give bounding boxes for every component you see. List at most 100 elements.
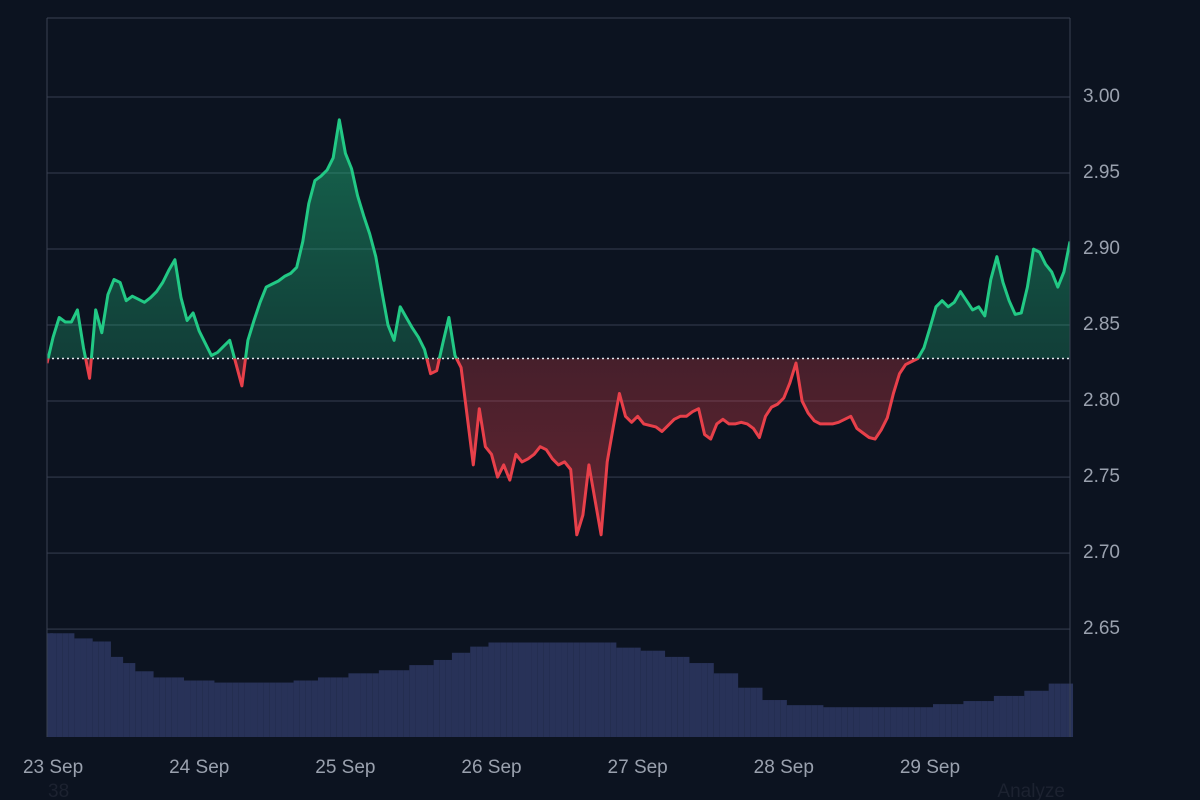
volume-bar — [117, 656, 124, 737]
volume-bar — [859, 707, 867, 737]
volume-bar — [884, 707, 891, 737]
volume-bar — [926, 707, 933, 737]
volume-bar — [768, 700, 775, 737]
volume-bar — [330, 677, 337, 737]
volume-bar — [1018, 695, 1025, 737]
volume-bar — [165, 677, 172, 737]
volume-bar — [683, 656, 690, 737]
volume-bar — [1006, 695, 1013, 737]
volume-bar — [470, 646, 477, 737]
volume-bar — [817, 705, 824, 737]
volume-bar — [488, 642, 495, 737]
volume-bar — [689, 663, 696, 737]
area-up — [48, 119, 1070, 359]
volume-bar — [616, 647, 623, 737]
volume-bar — [336, 677, 343, 737]
y-tick-label: 2.75 — [1083, 466, 1120, 487]
volume-bar — [257, 682, 264, 737]
volume-bar — [598, 642, 605, 737]
volume-bar — [835, 707, 842, 737]
volume-bar — [232, 682, 239, 737]
volume-bar — [1030, 690, 1037, 737]
volume-bar — [1024, 690, 1031, 737]
volume-bar — [238, 682, 245, 737]
volume-bar — [963, 701, 970, 737]
volume-bar — [92, 641, 99, 737]
volume-bar — [756, 687, 763, 737]
y-tick-label: 2.70 — [1083, 542, 1120, 563]
volume-bar — [744, 687, 751, 737]
volume-bar — [1054, 683, 1061, 737]
price-line-down — [47, 358, 920, 537]
volume-bar — [518, 642, 526, 737]
volume-bar — [999, 695, 1007, 737]
volume-bar — [202, 680, 209, 737]
volume-bar — [713, 673, 720, 737]
volume-bar — [311, 680, 318, 737]
footer-right[interactable]: Analyze — [997, 781, 1065, 800]
volume-bar — [62, 633, 69, 737]
volume-bar — [415, 665, 422, 737]
volume-bar — [403, 670, 410, 737]
volume-bar — [384, 670, 392, 737]
volume-bars — [47, 633, 1074, 737]
volume-bar — [129, 663, 136, 737]
volume-bar — [80, 638, 87, 737]
grid — [47, 96, 1070, 630]
volume-bar — [378, 670, 385, 737]
volume-bar — [591, 642, 599, 737]
volume-bar — [1012, 695, 1019, 737]
volume-bar — [792, 705, 800, 737]
footer-left: 38 — [48, 781, 69, 800]
volume-bar — [506, 642, 513, 737]
volume-bar — [281, 682, 288, 737]
volume-bar — [110, 656, 118, 737]
volume-bar — [896, 707, 903, 737]
volume-bar — [317, 677, 325, 737]
volume-bar — [750, 687, 757, 737]
volume-bar — [159, 677, 166, 737]
volume-bar — [525, 642, 532, 737]
volume-bar — [348, 673, 355, 737]
x-tick-label: 28 Sep — [754, 757, 814, 778]
volume-bar — [458, 652, 465, 737]
volume-bar — [993, 695, 1000, 737]
volume-bar — [1042, 690, 1049, 737]
volume-bar — [269, 682, 276, 737]
volume-bar — [354, 673, 361, 737]
volume-bar — [305, 680, 312, 737]
x-tick-label: 23 Sep — [23, 757, 83, 778]
volume-bar — [147, 671, 154, 737]
y-tick-label: 3.00 — [1083, 86, 1120, 107]
volume-bar — [1036, 690, 1043, 737]
volume-bar — [561, 642, 568, 737]
volume-bar — [397, 670, 404, 737]
volume-bar — [190, 680, 197, 737]
x-tick-label: 29 Sep — [900, 757, 960, 778]
y-tick-label: 2.65 — [1083, 618, 1120, 639]
volume-bar — [68, 633, 75, 737]
volume-bar — [914, 707, 921, 737]
volume-bar — [695, 663, 702, 737]
volume-bar — [1048, 683, 1055, 737]
volume-bar — [805, 705, 812, 737]
volume-bar — [360, 673, 367, 737]
y-tick-label: 2.90 — [1083, 238, 1120, 259]
volume-bar — [762, 700, 769, 737]
volume-bar — [123, 663, 130, 737]
volume-bar — [1060, 683, 1067, 737]
volume-bar — [890, 707, 897, 737]
volume-bar — [622, 647, 629, 737]
volume-bar — [841, 707, 848, 737]
volume-bar — [208, 680, 215, 737]
volume-bar — [823, 707, 830, 737]
volume-bar — [445, 659, 452, 737]
volume-bar — [939, 704, 946, 737]
volume-bar — [671, 656, 678, 737]
volume-bar — [658, 650, 666, 737]
volume-bar — [293, 680, 300, 737]
volume-bar — [652, 650, 659, 737]
volume-bar — [98, 641, 105, 737]
x-tick-label: 25 Sep — [315, 757, 375, 778]
